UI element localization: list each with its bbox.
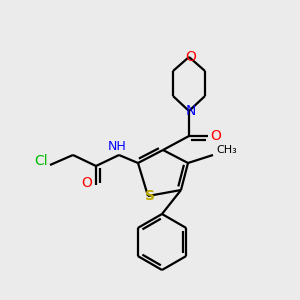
Text: O: O (82, 176, 92, 190)
Text: CH₃: CH₃ (217, 145, 237, 155)
Text: S: S (145, 189, 155, 203)
Text: O: O (186, 50, 196, 64)
Text: Cl: Cl (34, 154, 48, 168)
Text: NH: NH (108, 140, 126, 154)
Text: N: N (186, 104, 196, 118)
Text: O: O (211, 129, 221, 143)
